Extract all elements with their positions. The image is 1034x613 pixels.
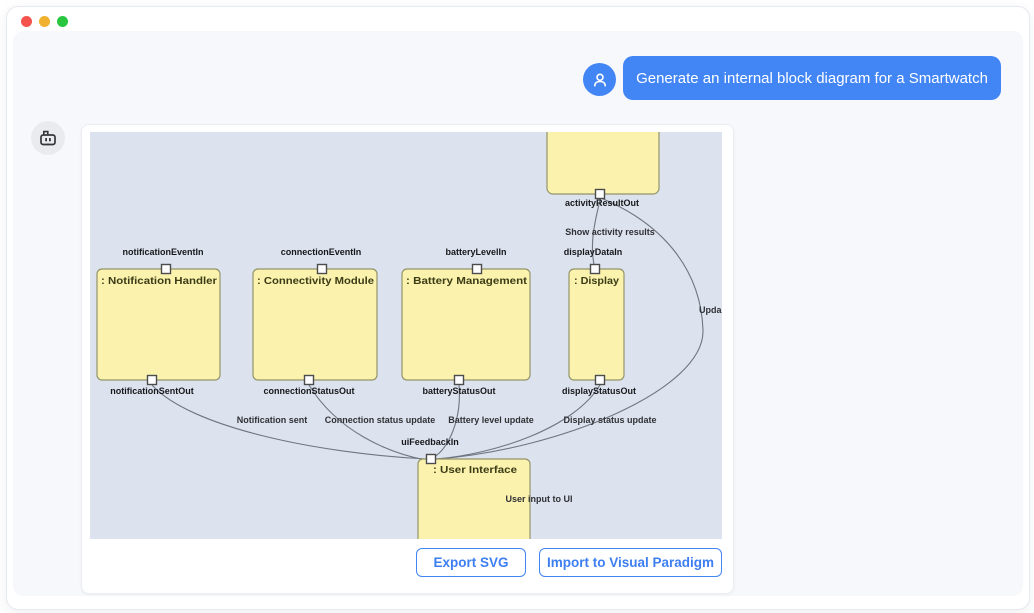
edge-notification-to-ui xyxy=(151,384,427,460)
block-title-notification-handler: : Notification Handler xyxy=(101,276,217,287)
block-battery-management xyxy=(401,268,531,381)
block-title-connectivity-module: : Connectivity Module xyxy=(257,276,374,287)
window-controls xyxy=(21,16,68,27)
edge-label-connection-status: Connection status update xyxy=(325,415,436,425)
app-window: Generate an internal block diagram for a… xyxy=(6,6,1030,610)
edge-activity-to-display xyxy=(591,198,602,265)
port-displayStatusOut xyxy=(594,374,606,386)
block-connectivity-module xyxy=(252,268,378,381)
user-avatar xyxy=(583,63,616,96)
user-message-text: Generate an internal block diagram for a… xyxy=(636,69,988,87)
port-label-uiFeedbackIn: uiFeedbackIn xyxy=(401,437,459,447)
block-title-battery-management: : Battery Management xyxy=(406,276,528,287)
minimize-button[interactable] xyxy=(39,16,50,27)
edge-label-update-clipped: Upda xyxy=(699,305,722,315)
user-icon xyxy=(593,73,606,87)
chat-panel: Generate an internal block diagram for a… xyxy=(13,31,1023,596)
diagram-canvas: activityResultOut Show activity results … xyxy=(90,132,722,539)
block-title-display: : Display xyxy=(574,276,619,287)
port-notificationEventIn xyxy=(160,263,172,275)
port-batteryLevelIn xyxy=(471,263,483,275)
port-label-displayStatusOut: displayStatusOut xyxy=(562,386,636,396)
port-label-connectionEventIn: connectionEventIn xyxy=(281,247,362,257)
close-button[interactable] xyxy=(21,16,32,27)
block-user-interface xyxy=(417,458,531,539)
port-label-batteryStatusOut: batteryStatusOut xyxy=(422,386,495,396)
edge-display-to-ui xyxy=(435,384,601,460)
user-message-bubble: Generate an internal block diagram for a… xyxy=(623,56,1001,100)
edge-label-battery-level: Battery level update xyxy=(448,415,534,425)
import-visual-paradigm-button[interactable]: Import to Visual Paradigm xyxy=(539,548,722,577)
port-label-displayDataIn: displayDataIn xyxy=(564,247,623,257)
edge-label-user-input: User input to UI xyxy=(506,494,573,504)
internal-block-diagram: activityResultOut Show activity results … xyxy=(96,132,722,539)
edge-label-display-status: Display status update xyxy=(563,415,656,425)
port-displayDataIn xyxy=(589,263,601,275)
maximize-button[interactable] xyxy=(57,16,68,27)
port-connectionStatusOut xyxy=(303,374,315,386)
block-notification-handler xyxy=(96,268,221,381)
port-label-notificationEventIn: notificationEventIn xyxy=(123,247,204,257)
port-label-notificationSentOut: notificationSentOut xyxy=(110,386,194,396)
edge-battery-to-ui xyxy=(433,384,460,458)
edge-label-show-activity: Show activity results xyxy=(565,227,655,237)
port-label-activityResultOut: activityResultOut xyxy=(565,198,639,208)
port-activityResultOut xyxy=(594,188,606,200)
port-label-connectionStatusOut: connectionStatusOut xyxy=(263,386,354,396)
port-label-batteryLevelIn: batteryLevelIn xyxy=(445,247,506,257)
port-uiFeedbackIn xyxy=(425,453,437,465)
edge-activity-to-ui-sweep xyxy=(435,197,704,460)
port-notificationSentOut xyxy=(146,374,158,386)
port-connectionEventIn xyxy=(316,263,328,275)
export-svg-button[interactable]: Export SVG xyxy=(416,548,526,577)
edge-label-notification-sent: Notification sent xyxy=(237,415,308,425)
bot-avatar xyxy=(31,121,65,155)
edge-connection-to-ui xyxy=(308,384,427,461)
diagram-card: activityResultOut Show activity results … xyxy=(81,124,734,594)
block-activity-tracker xyxy=(546,132,660,195)
port-batteryStatusOut xyxy=(453,374,465,386)
robot-icon xyxy=(40,130,56,146)
diagram-actions: Export SVG Import to Visual Paradigm xyxy=(416,548,722,577)
block-title-user-interface: : User Interface xyxy=(433,465,518,476)
